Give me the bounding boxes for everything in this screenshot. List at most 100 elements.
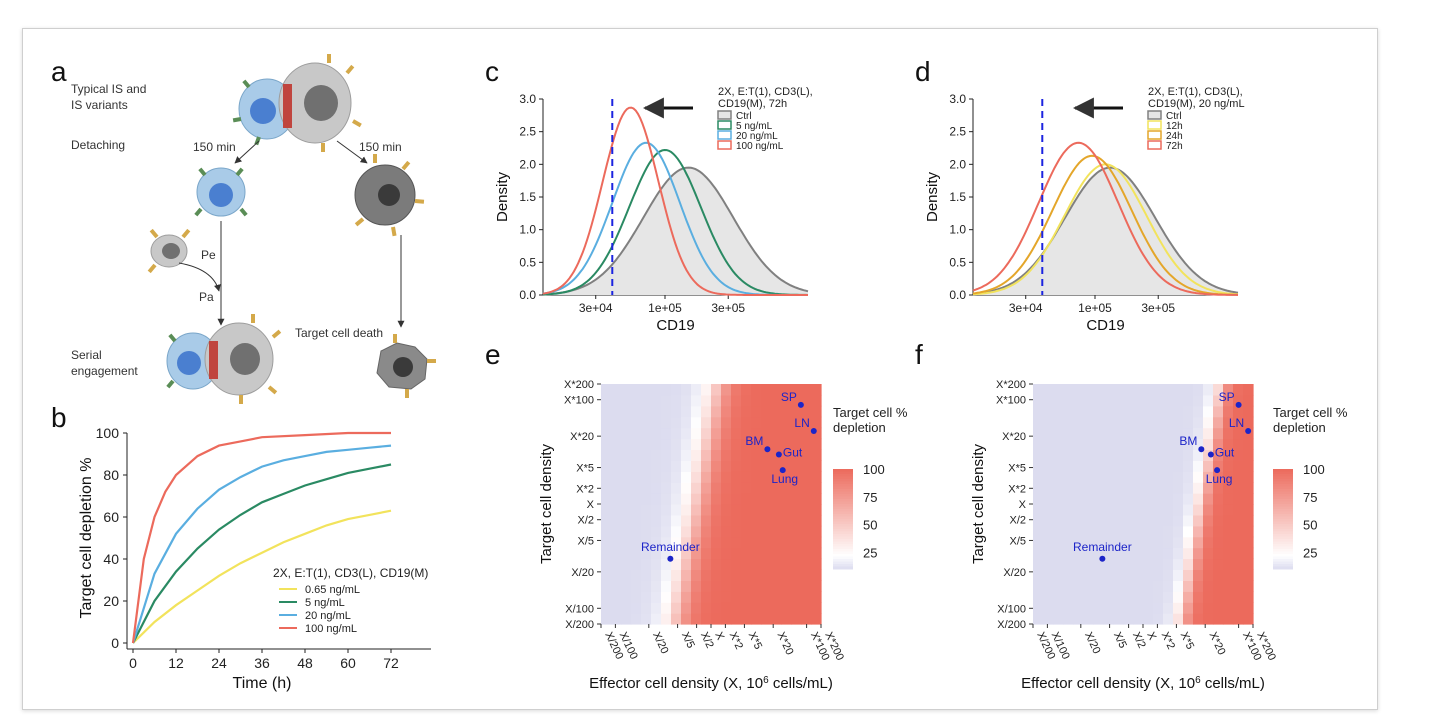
heatmap-cell — [1243, 504, 1254, 516]
heatmap-cell — [731, 460, 742, 472]
heatmap-cell — [701, 471, 712, 483]
colorbar-segment — [833, 554, 853, 557]
figure-frame: a b c d e f Typical IS and IS variants D… — [22, 28, 1378, 710]
heatmap-cell — [1093, 416, 1104, 429]
heatmap-cell — [761, 602, 772, 614]
heatmap-cell — [1233, 405, 1244, 418]
heatmap-cell — [1073, 613, 1084, 625]
y-tick-label: 1.5 — [949, 190, 966, 204]
heatmap-cell — [1193, 449, 1204, 461]
heatmap-cell — [691, 613, 702, 625]
heatmap-cell — [1203, 613, 1214, 625]
heatmap-cell — [811, 558, 822, 570]
heatmap-cell — [1073, 405, 1084, 418]
heatmap-cell — [1233, 460, 1244, 472]
heatmap-cell — [1053, 602, 1064, 614]
heatmap-cell — [1213, 547, 1224, 560]
heatmap-cell — [751, 449, 762, 461]
heatmap-cell — [681, 569, 692, 581]
heatmap-cell — [621, 504, 632, 516]
heatmap-cell — [811, 580, 822, 592]
heatmap-cell — [791, 416, 802, 429]
heatmap-cell — [801, 438, 812, 450]
heatmap-cell — [801, 482, 812, 494]
heatmap-cell — [1203, 525, 1214, 538]
heatmap-cell — [661, 384, 672, 396]
heatmap-cell — [1133, 449, 1144, 461]
heatmap-cell — [1093, 405, 1104, 418]
heatmap-cell — [1103, 460, 1114, 472]
heatmap-cell — [761, 438, 772, 450]
heatmap-cell — [1153, 547, 1164, 560]
x-tick-label: 60 — [340, 655, 356, 671]
heatmap-cell — [1153, 482, 1164, 494]
heatmap-cell — [651, 438, 662, 450]
heatmap-cell — [1033, 514, 1044, 527]
heatmap-cell — [1213, 493, 1224, 505]
heatmap-cell — [761, 536, 772, 549]
heatmap-cell — [641, 525, 652, 538]
heatmap-cell — [1173, 482, 1184, 494]
heatmap-cell — [1243, 547, 1254, 560]
heatmap-cell — [761, 525, 772, 538]
heatmap-cell — [1203, 514, 1214, 527]
heatmap-cell — [1203, 493, 1214, 505]
heatmap-cell — [651, 569, 662, 581]
heatmap-cell — [1073, 394, 1084, 407]
heatmap-cell — [1073, 504, 1084, 516]
heatmap-cell — [801, 504, 812, 516]
y-tick-label: X — [1019, 499, 1027, 511]
x-tick-label: 3e+04 — [1009, 301, 1043, 315]
density-curve-ctrl — [972, 166, 1239, 295]
colorbar-label: 75 — [863, 490, 877, 505]
heatmap-cell — [641, 384, 652, 396]
heatmap-cell — [741, 525, 752, 538]
heatmap-cell — [1093, 438, 1104, 450]
heatmap-cell — [661, 471, 672, 483]
y-tick-label: X/2 — [1009, 515, 1026, 527]
colorbar-segment — [1273, 496, 1293, 500]
heatmap-cell — [1073, 558, 1084, 570]
heatmap-cell — [1093, 580, 1104, 592]
heatmap-cell — [1083, 471, 1094, 483]
heatmap-cell — [751, 525, 762, 538]
heatmap-cell — [1163, 569, 1174, 581]
heatmap-cell — [611, 525, 622, 538]
colorbar-segment — [833, 544, 853, 547]
heatmap-cell — [1043, 613, 1054, 625]
heatmap-cell — [1223, 558, 1234, 570]
tissue-point-sp — [797, 401, 804, 408]
colorbar-label: 100 — [863, 462, 885, 477]
heatmap-cell — [1223, 569, 1234, 581]
heatmap-cell — [1193, 580, 1204, 592]
heatmap-cell — [1073, 471, 1084, 483]
heatmap-cell — [811, 613, 822, 625]
colorbar-segment — [1273, 479, 1293, 482]
heatmap-cell — [1053, 471, 1064, 483]
heatmap-cell — [811, 438, 822, 450]
heatmap-cell — [1183, 427, 1194, 440]
heatmap-cell — [1113, 471, 1124, 483]
heatmap-cell — [721, 602, 732, 614]
heatmap-cell — [761, 493, 772, 505]
heatmap-cell — [1113, 514, 1124, 527]
heatmap-cell — [721, 416, 732, 429]
heatmap-cell — [681, 613, 692, 625]
heatmap-cell — [671, 427, 682, 440]
heatmap-cell — [1193, 471, 1204, 483]
heatmap-cell — [661, 493, 672, 505]
heatmap-cell — [761, 580, 772, 592]
legend-title: CD19(M), 20 ng/mL — [1148, 98, 1245, 110]
y-tick-label: X*20 — [1002, 431, 1026, 443]
heatmap-cell — [681, 449, 692, 461]
heatmap-cell — [811, 449, 822, 461]
heatmap-cell — [601, 493, 612, 505]
heatmap-cell — [811, 416, 822, 429]
heatmap-cell — [1193, 438, 1204, 450]
heatmap-cell — [1143, 384, 1154, 396]
heatmap-cell — [1183, 504, 1194, 516]
heatmap-cell — [1033, 602, 1044, 614]
heatmap-cell — [771, 591, 782, 603]
heatmap-cell — [1103, 602, 1114, 614]
heatmap-cell — [711, 460, 722, 472]
